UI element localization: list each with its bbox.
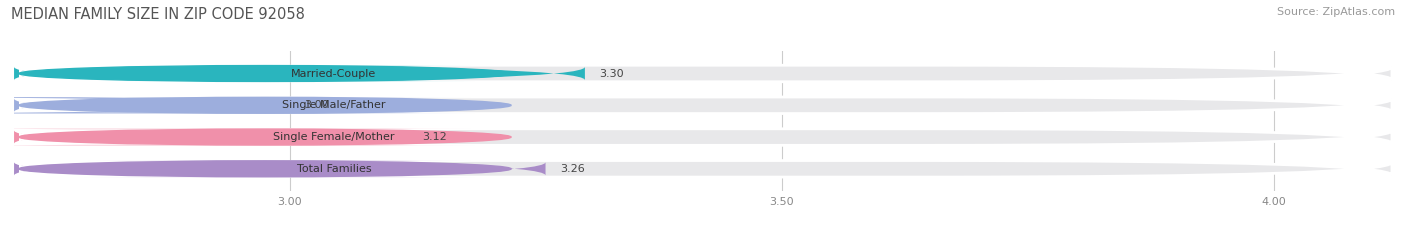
- Text: 3.00: 3.00: [304, 100, 329, 110]
- FancyBboxPatch shape: [14, 161, 1392, 177]
- Text: 3.12: 3.12: [423, 132, 447, 142]
- FancyBboxPatch shape: [14, 129, 1392, 145]
- Text: Married-Couple: Married-Couple: [291, 69, 377, 79]
- FancyBboxPatch shape: [0, 65, 437, 82]
- Circle shape: [18, 161, 512, 177]
- Text: Single Female/Mother: Single Female/Mother: [273, 132, 395, 142]
- Text: 3.30: 3.30: [599, 69, 624, 79]
- Text: MEDIAN FAMILY SIZE IN ZIP CODE 92058: MEDIAN FAMILY SIZE IN ZIP CODE 92058: [11, 7, 305, 22]
- Text: 3.26: 3.26: [560, 164, 585, 174]
- FancyBboxPatch shape: [0, 97, 475, 113]
- FancyBboxPatch shape: [0, 161, 437, 177]
- Text: Total Families: Total Families: [297, 164, 371, 174]
- FancyBboxPatch shape: [14, 161, 546, 177]
- FancyBboxPatch shape: [0, 97, 437, 113]
- Circle shape: [18, 129, 512, 145]
- FancyBboxPatch shape: [14, 65, 1392, 82]
- FancyBboxPatch shape: [0, 129, 437, 145]
- FancyBboxPatch shape: [0, 129, 475, 145]
- FancyBboxPatch shape: [14, 97, 1392, 113]
- Text: Single Male/Father: Single Male/Father: [283, 100, 385, 110]
- Circle shape: [18, 97, 512, 113]
- Text: Source: ZipAtlas.com: Source: ZipAtlas.com: [1277, 7, 1395, 17]
- FancyBboxPatch shape: [14, 65, 585, 82]
- Circle shape: [18, 65, 512, 82]
